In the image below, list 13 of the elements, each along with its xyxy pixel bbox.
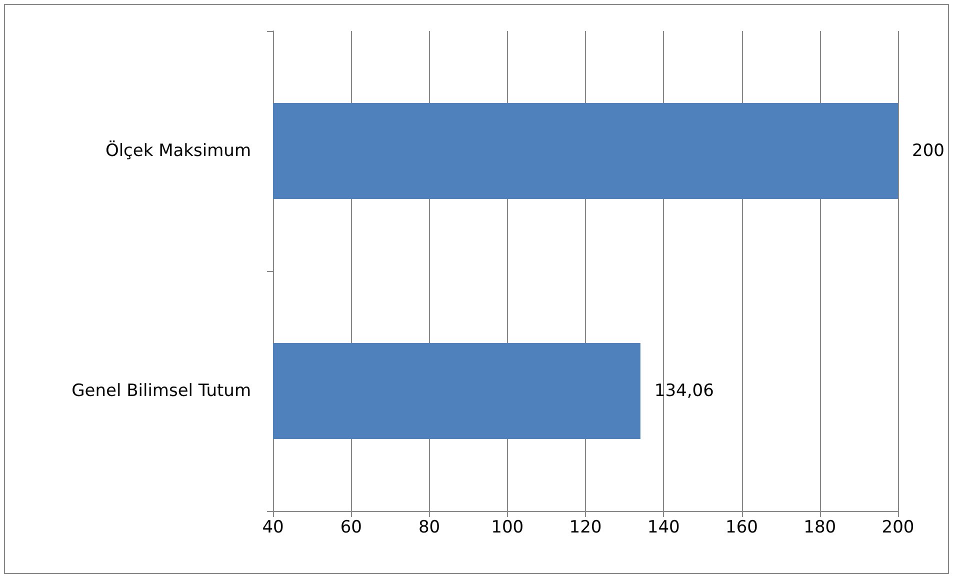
x-tick-label: 60 [340,518,362,538]
x-tick-label: 120 [569,518,602,538]
x-tick-label: 200 [882,518,914,538]
data-label: 200 [912,141,944,161]
x-tick-label: 180 [804,518,836,538]
x-tick-label: 40 [262,518,284,538]
data-label: 134,06 [654,381,714,401]
y-tick-label: Ölçek Maksimum [105,140,251,161]
x-tick-label: 100 [491,518,524,538]
y-tick-label: Genel Bilimsel Tutum [72,381,251,401]
x-tick-label: 160 [726,518,758,538]
x-tick-label: 140 [647,518,680,538]
x-tick-label: 80 [418,518,440,538]
